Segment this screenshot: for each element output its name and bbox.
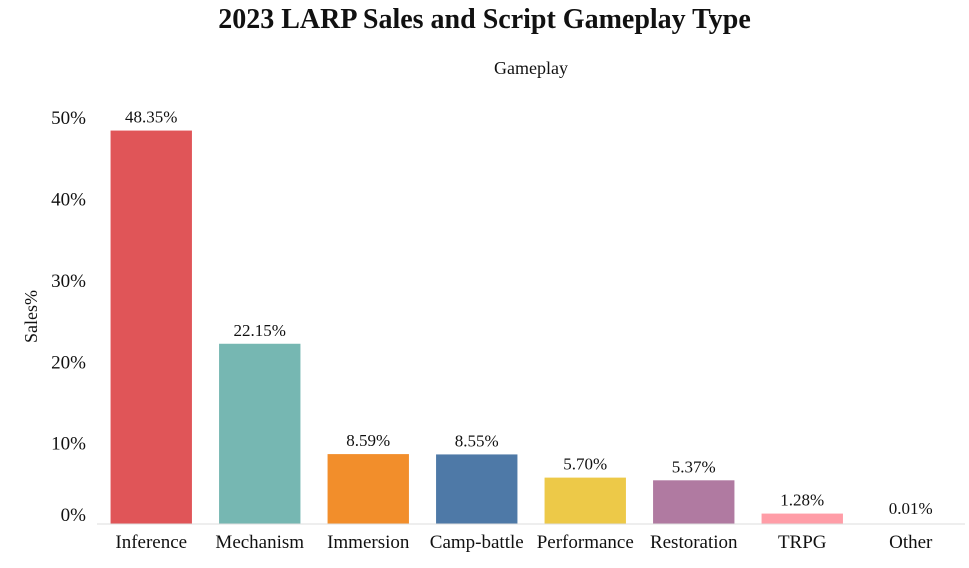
data-label: 8.59% [346,431,390,450]
x-tick-label: Restoration [650,532,738,553]
bar [761,513,843,524]
x-tick-label: TRPG [778,532,827,553]
bar [110,130,192,524]
y-axis-title: Sales% [21,290,41,343]
bars: 48.35% 22.15% 8.59% 8.55% 5.70% 5.37% 1.28% 0.0… [110,108,952,525]
bar [653,480,735,524]
y-tick-label: 20% [51,352,86,373]
y-tick-label: 30% [51,271,86,292]
data-label: 5.70% [563,455,607,474]
x-axis-title: Gameplay [494,58,568,78]
data-label: 5.37% [672,457,716,476]
bar [544,477,626,524]
y-axis-ticks: 0% 10% 20% 30% 40% 50% [51,108,86,526]
x-tick-label: Performance [537,532,634,553]
data-label: 8.55% [455,431,499,450]
x-tick-label: Other [889,532,933,553]
x-tick-label: Inference [115,532,187,553]
bar [327,454,409,524]
bar [436,454,518,524]
y-tick-label: 0% [61,505,87,526]
y-tick-label: 50% [51,108,86,129]
y-tick-label: 10% [51,434,86,455]
bar [219,343,301,524]
data-label: 0.01% [889,499,933,518]
data-label: 22.15% [234,321,286,340]
chart-title: 2023 LARP Sales and Script Gameplay Type [218,4,751,35]
x-tick-label: Immersion [327,532,410,553]
data-label: 1.28% [780,491,824,510]
x-tick-label: Camp-battle [430,532,524,553]
data-label: 48.35% [125,108,177,127]
x-axis-ticks: Inference Mechanism Immersion Camp-battle Pe… [115,532,933,553]
x-tick-label: Mechanism [215,532,304,553]
y-tick-label: 40% [51,190,86,211]
